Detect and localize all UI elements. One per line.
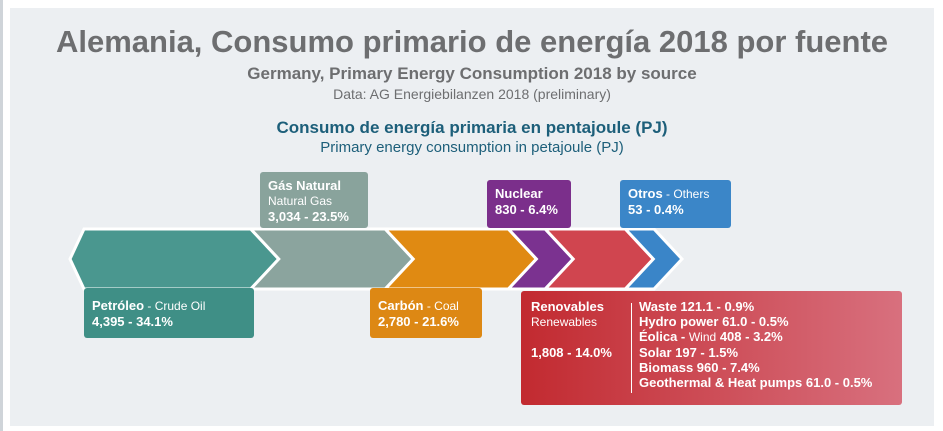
label-natural-gas: Gás Natural Natural Gas 3,034 - 23.5% (260, 172, 368, 228)
label-crude-oil: Petróleo - Crude Oil 4,395 - 34.1% (84, 288, 254, 338)
geothermal-item: Geothermal & Heat pumps 61.0 - 0.5% (639, 375, 873, 390)
biomass-item: Biomass 960 - 7.4% (639, 360, 760, 375)
hydro-item: Hydro power 61.0 - 0.5% (639, 314, 789, 329)
heading-spanish: Consumo de energía primaria en pentajoul… (276, 118, 668, 137)
chart-title: Alemania, Consumo primario de energía 20… (55, 24, 889, 59)
energy-arrow-chain (68, 227, 685, 291)
data-source: Data: AG Energiebilanzen 2018 (prelimina… (333, 86, 611, 102)
segment-oil (68, 227, 281, 291)
segment-others (621, 227, 685, 291)
renewables-divider (631, 303, 632, 393)
waste-item: Waste 121.1 - 0.9% (639, 299, 755, 314)
label-others: Otros - Others 53 - 0.4% (620, 180, 731, 228)
left-rule (0, 0, 3, 431)
renewables-breakdown: Waste 121.1 - 0.9% Hydro power 61.0 - 0.… (639, 299, 872, 390)
heading-english: Primary energy consumption in petajoule … (320, 139, 624, 156)
solar-item: Solar 197 - 1.5% (639, 345, 738, 360)
label-coal: Carbón - Coal 2,780 - 21.6% (370, 288, 482, 338)
label-nuclear: Nuclear 830 - 6.4% (487, 180, 571, 228)
label-renewables: Renovables Renewables 1,808 - 14.0% Waste … (521, 291, 902, 405)
infographic-panel: Alemania, Consumo primario de energía 20… (10, 8, 934, 426)
wind-item: Éolica - Wind 408 - 3.2% (639, 329, 783, 344)
chart-subtitle: Germany, Primary Energy Consumption 2018… (247, 64, 697, 83)
